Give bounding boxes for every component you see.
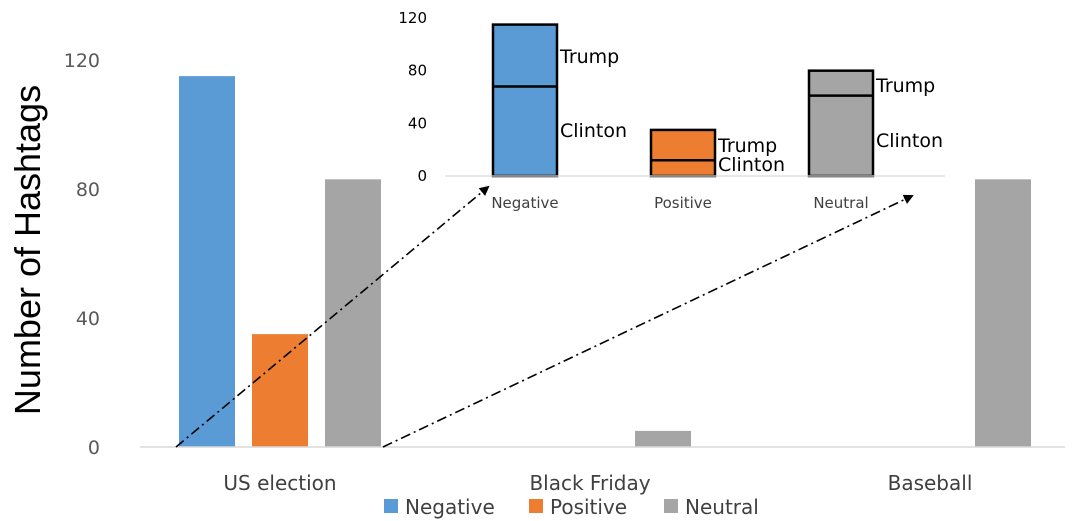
- inset-y-tick-labels: 0 40 80 120: [398, 9, 427, 185]
- inset-x-tick-label: Positive: [654, 194, 712, 212]
- inset-segment-labels: Trump Clinton Trump Clinton Trump Clinto…: [559, 46, 943, 176]
- pointer-arrow: [175, 185, 490, 448]
- inset-y-tick-label: 80: [408, 62, 427, 80]
- y-tick-label: 80: [76, 179, 100, 201]
- inset-x-tick-label: Neutral: [813, 194, 868, 212]
- bar-negative: [179, 76, 235, 447]
- segment-label-trump: Trump: [559, 46, 619, 68]
- legend-label-positive: Positive: [550, 495, 627, 519]
- legend-label-negative: Negative: [405, 495, 495, 519]
- inset-bar-positive: [649, 128, 717, 178]
- x-tick-label: Baseball: [888, 471, 973, 495]
- inset-y-tick-label: 120: [398, 9, 427, 27]
- segment-label-clinton: Clinton: [560, 120, 627, 142]
- bar-positive: [252, 334, 308, 447]
- inset-y-tick-label: 40: [408, 114, 427, 132]
- legend-swatch-neutral: [664, 499, 678, 513]
- y-tick-label: 120: [64, 50, 100, 72]
- x-tick-labels: US election Black Friday Baseball: [223, 471, 972, 495]
- x-tick-label: US election: [223, 471, 336, 495]
- inset-chart: 0 40 80 120 Negative Positive Neutral Tr…: [388, 5, 958, 217]
- inset-bar-negative: [491, 23, 559, 178]
- x-tick-label: Black Friday: [529, 471, 650, 495]
- inset-x-tick-labels: Negative Positive Neutral: [491, 194, 868, 212]
- segment-label-clinton: Clinton: [718, 154, 785, 176]
- legend-swatch-negative: [384, 499, 398, 513]
- pointer-arrow: [382, 194, 914, 448]
- segment-label-trump: Trump: [717, 135, 777, 157]
- legend-label-neutral: Neutral: [685, 495, 759, 519]
- bar-neutral: [975, 179, 1031, 447]
- segment-label-trump: Trump: [875, 75, 935, 97]
- y-tick-label: 40: [76, 308, 100, 330]
- inset-y-tick-label: 0: [417, 167, 427, 185]
- bar-neutral: [325, 179, 381, 447]
- bar-neutral: [635, 430, 691, 447]
- segment-label-clinton: Clinton: [876, 130, 943, 152]
- legend: Negative Positive Neutral: [384, 495, 759, 519]
- inset-x-tick-label: Negative: [491, 194, 558, 212]
- main-bars: [179, 76, 1031, 447]
- legend-swatch-positive: [529, 499, 543, 513]
- y-axis-title: Number of Hashtags: [7, 85, 48, 415]
- y-tick-label: 0: [88, 437, 100, 459]
- inset-bar-neutral: [807, 69, 875, 178]
- y-tick-labels: 0 40 80 120: [64, 50, 100, 459]
